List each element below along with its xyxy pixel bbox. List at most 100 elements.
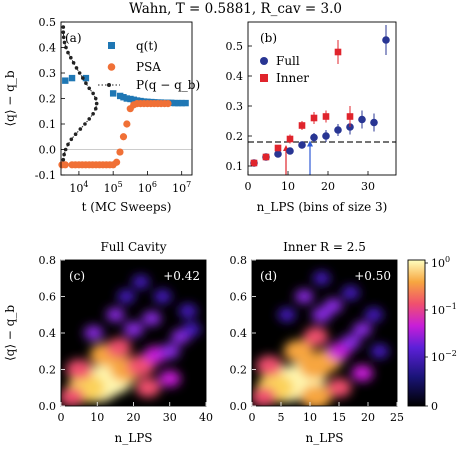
legend-label-inner: Inner <box>276 71 309 85</box>
legend-marker-full <box>260 57 268 65</box>
full-point <box>382 36 390 44</box>
ytick-label: 0.1 <box>39 118 57 131</box>
xtick-label: 20 <box>127 411 141 424</box>
heatmap-cell <box>278 308 296 322</box>
pq-point <box>66 50 70 55</box>
pq-point <box>61 30 66 34</box>
heatmap-cell <box>294 289 314 304</box>
qt-point <box>130 96 137 103</box>
ytick-label: -0.1 <box>35 169 56 182</box>
heatmap-cell <box>65 359 93 380</box>
panel-label-b: (b) <box>260 31 277 45</box>
pq-point <box>64 45 68 50</box>
inner-point <box>310 114 318 122</box>
qt-point <box>175 99 182 107</box>
ytick-label: 0.6 <box>230 291 248 304</box>
pq-point <box>62 152 66 157</box>
ytick-label: 0.2 <box>39 364 57 377</box>
heatmap-cell <box>135 378 161 398</box>
heatmap-cell <box>83 325 104 341</box>
heatmap-cell <box>323 298 343 314</box>
heatmap-cell <box>303 327 329 347</box>
qt-point <box>127 95 134 103</box>
panel-b: 0.1 0.2 0.3 0.4 0.5 0 10 20 30 n_LPS (bins of siz… <box>226 21 397 214</box>
pq-point <box>69 55 73 60</box>
heatmap-cell <box>106 307 125 322</box>
legend-label-qt: q(t) <box>136 39 158 53</box>
xtick-label: 104 <box>69 180 88 195</box>
inner-point <box>286 135 294 143</box>
pq-point <box>71 61 76 65</box>
full-point <box>370 118 378 127</box>
ytick-label: 0.3 <box>226 100 244 113</box>
full-point <box>358 115 366 124</box>
heatmap-blur <box>61 275 201 406</box>
annotation-3: +0.50 <box>354 269 391 283</box>
colorbar-tick-label: 10−2 <box>431 349 457 364</box>
inner-point <box>274 144 282 152</box>
legend-marker-psa <box>107 63 116 71</box>
inner-point <box>250 159 258 167</box>
legend-label-full: Full <box>276 54 300 68</box>
ytick-label: 0.6 <box>39 291 57 304</box>
ylabel-2: ⟨q⟩ − q_b <box>3 305 17 361</box>
qt-point <box>182 99 189 107</box>
full-point <box>274 150 282 158</box>
xlabel-2: n_LPS <box>115 431 153 445</box>
pq-point <box>84 81 88 85</box>
heatmap-clip <box>61 275 201 406</box>
pq-point <box>69 137 74 142</box>
heatmap-cell <box>283 339 314 363</box>
xtick-label: 107 <box>172 180 191 195</box>
heatmap-cell <box>159 343 180 360</box>
heatmap-cell <box>141 310 162 326</box>
heatmap-cell <box>340 334 361 350</box>
xtick-label: 20 <box>361 411 375 424</box>
xtick-label: 15 <box>332 411 346 424</box>
xtick-label: 10 <box>281 180 295 193</box>
qt-point <box>116 92 124 100</box>
title-3: Inner R = 2.5 <box>283 240 366 254</box>
inner-point <box>298 122 306 129</box>
xtick-label: 30 <box>163 411 177 424</box>
panel-label-2: (c) <box>69 269 85 283</box>
ytick-label: 0.0 <box>39 400 57 413</box>
heatmap-cell <box>61 387 85 406</box>
annotation-2: +0.42 <box>163 269 200 283</box>
heatmap-cell <box>252 387 277 406</box>
heatmap-cell <box>132 275 150 289</box>
heatmap-blur <box>252 271 389 406</box>
colorbar: 100 10−1 10−2 0 <box>407 255 457 413</box>
panel-c: Full Cavity 0.0 0.2 0.4 0.6 0.8 0 10 20 30 40 n_LPS… <box>3 240 213 445</box>
inner-point <box>262 153 270 161</box>
full-point <box>310 133 318 142</box>
xtick-label: 0 <box>58 411 65 424</box>
pq-point <box>91 112 95 116</box>
colorbar-tick-label: 100 <box>431 255 450 270</box>
heatmap-cell <box>256 355 283 377</box>
pq-point <box>74 66 79 70</box>
pq-point <box>61 157 66 162</box>
heatmap-cell <box>313 271 331 285</box>
heatmap-cell <box>364 307 383 322</box>
pq-point <box>66 142 70 147</box>
ytick-label: 0.2 <box>39 93 57 106</box>
xtick-label: 10 <box>303 411 317 424</box>
psa-point <box>113 158 121 166</box>
pq-point <box>61 35 66 40</box>
legend-marker-pq <box>107 83 111 87</box>
psa-point <box>61 161 69 169</box>
heatmap-cell <box>158 370 181 388</box>
heatmap-cell <box>182 322 201 337</box>
axes-frame-b <box>247 21 397 176</box>
panel-d: Inner R = 2.5 0.0 0.2 0.4 0.6 0.8 0 5 10 15 20 25 n_… <box>230 240 405 445</box>
colorbar-tick-label: 10−1 <box>431 302 457 317</box>
legend-label-psa: PSA <box>136 60 161 74</box>
qt-point <box>120 94 127 101</box>
qt-point <box>123 95 131 102</box>
xlabel-a: t (MC Sweeps) <box>82 200 172 214</box>
ytick-label: 0.8 <box>39 254 57 267</box>
arrow-head-1 <box>307 140 313 147</box>
ytick-label: 0.0 <box>39 144 57 157</box>
